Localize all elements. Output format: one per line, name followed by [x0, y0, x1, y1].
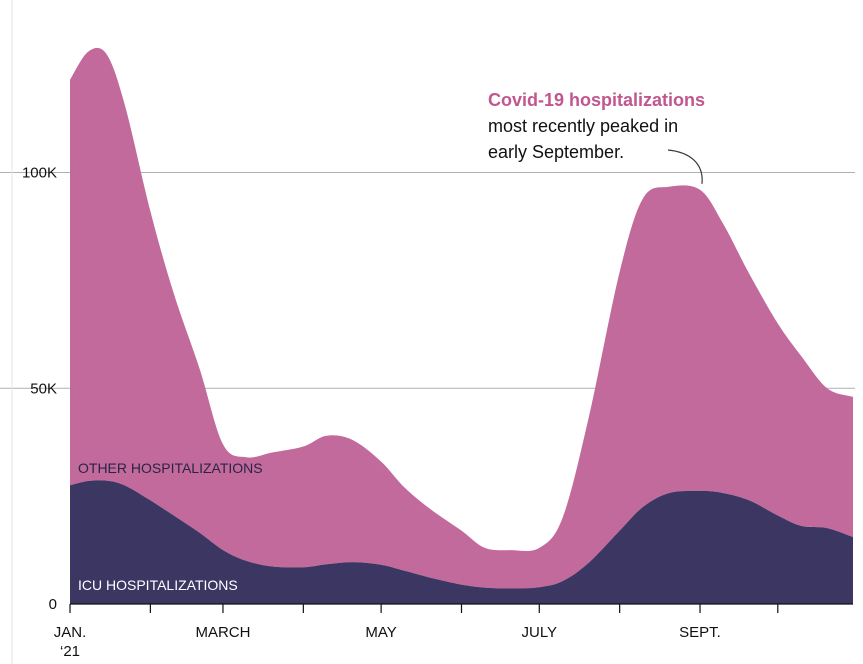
x-tick-label: MAY	[365, 624, 396, 641]
annotation: Covid-19 hospitalizations most recently …	[488, 90, 705, 184]
annotation-title: Covid-19 hospitalizations	[488, 90, 705, 110]
y-tick-label: 100K	[22, 165, 57, 182]
x-tick-label: SEPT.	[679, 624, 721, 641]
y-tick-label: 0	[49, 596, 57, 613]
area-icu-hospitalizations	[70, 480, 853, 604]
area-layer	[70, 47, 853, 604]
y-tick-label: 50K	[30, 380, 57, 397]
area-other-hospitalizations	[70, 47, 853, 589]
x-tick-label: MARCH	[195, 624, 250, 641]
annotation-line-1: most recently peaked in	[488, 116, 678, 136]
x-tick-label: JAN.	[54, 624, 87, 641]
x-tick-label-year: ‘21	[60, 643, 80, 660]
annotation-line-2: early September.	[488, 142, 624, 162]
annotation-leader-line	[667, 149, 703, 184]
series-label-icu: ICU HOSPITALIZATIONS	[78, 577, 238, 593]
label-layer: OTHER HOSPITALIZATIONS ICU HOSPITALIZATI…	[78, 460, 263, 593]
axis-layer: 0 50K 100K JAN. ‘21 MARCH MAY JULY SEPT.	[22, 165, 853, 660]
x-tick-label: JULY	[521, 624, 557, 641]
series-label-other: OTHER HOSPITALIZATIONS	[78, 460, 263, 476]
